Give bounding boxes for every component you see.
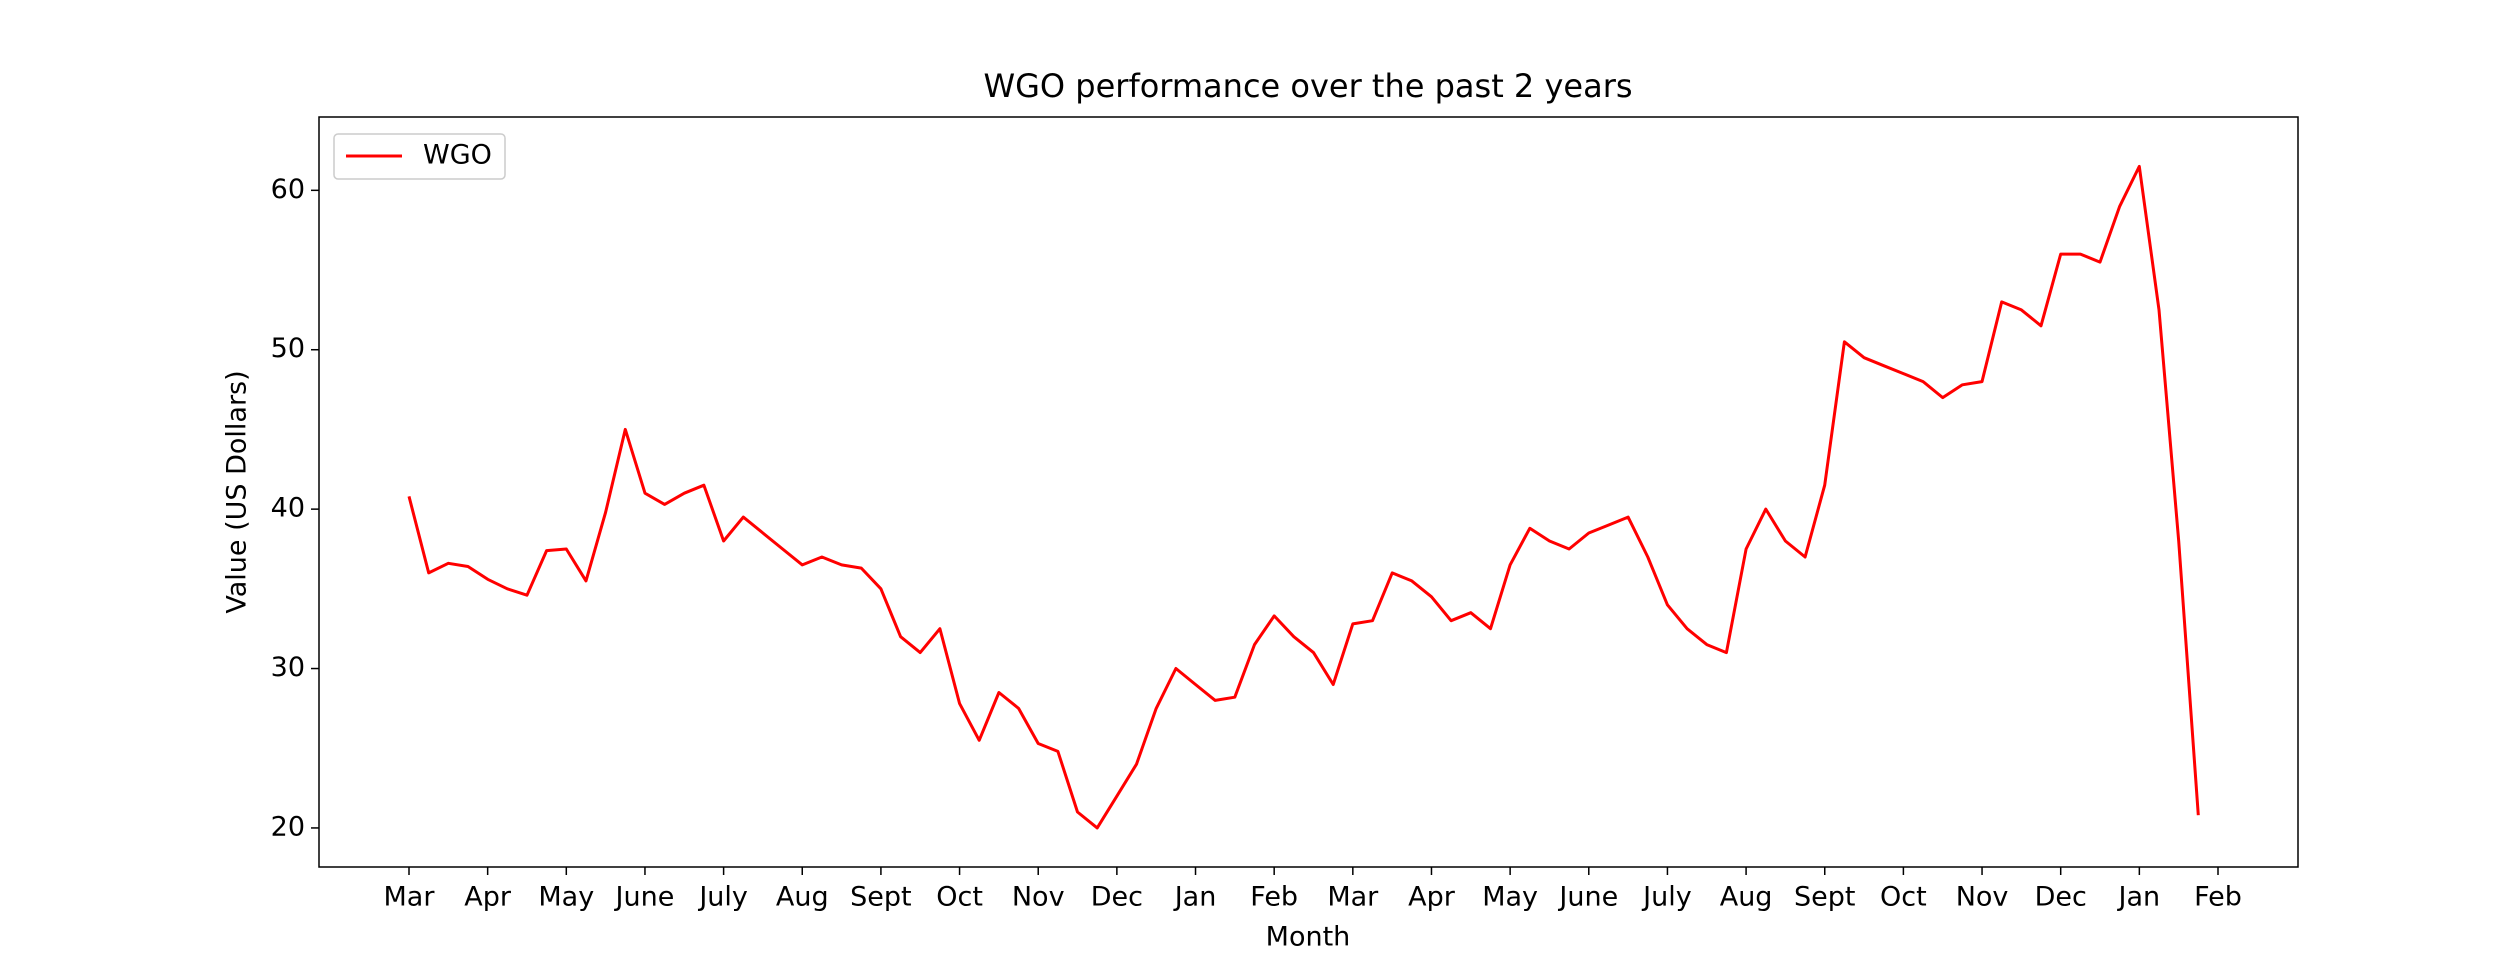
x-tick-label: Oct	[936, 882, 983, 913]
x-tick-label: July	[1641, 882, 1692, 913]
x-tick-label: Mar	[1327, 882, 1379, 913]
x-tick-label: Dec	[2035, 882, 2087, 913]
x-tick-label: Jan	[1173, 882, 1217, 913]
legend-box	[333, 133, 506, 180]
x-tick-label: May	[538, 882, 594, 913]
x-tick-label: Sept	[850, 882, 911, 913]
x-tick-label: May	[1482, 882, 1538, 913]
y-tick-label: 30	[271, 652, 305, 683]
y-axis-label: Value (US Dollars)	[222, 370, 253, 613]
y-tick-label: 50	[271, 333, 305, 364]
x-tick-label: Nov	[1956, 882, 2009, 913]
x-tick-label: Sept	[1794, 882, 1855, 913]
x-tick-label: Apr	[464, 882, 512, 913]
legend-label: WGO	[423, 140, 492, 171]
x-tick-label: Aug	[1720, 882, 1773, 913]
x-tick-label: July	[697, 882, 748, 913]
plot-frame	[318, 116, 2299, 868]
chart-title: WGO performance over the past 2 years	[983, 67, 1632, 105]
y-tick-label: 60	[271, 174, 305, 205]
data-line	[407, 164, 2200, 830]
x-tick-label: Mar	[384, 882, 436, 913]
x-axis-label: Month	[1266, 922, 1351, 953]
x-tick-label: Feb	[2194, 882, 2242, 913]
x-tick-label: June	[614, 882, 675, 913]
x-tick-label: Nov	[1012, 882, 1065, 913]
x-tick-label: Jan	[2117, 882, 2161, 913]
y-tick-label: 20	[271, 811, 305, 842]
x-tick-label: Feb	[1250, 882, 1298, 913]
x-tick-label: Aug	[776, 882, 829, 913]
x-tick-label: Dec	[1091, 882, 1143, 913]
x-tick-label: June	[1557, 882, 1618, 913]
y-tick-label: 40	[271, 493, 305, 524]
x-tick-label: Apr	[1408, 882, 1456, 913]
x-tick-label: Oct	[1880, 882, 1927, 913]
